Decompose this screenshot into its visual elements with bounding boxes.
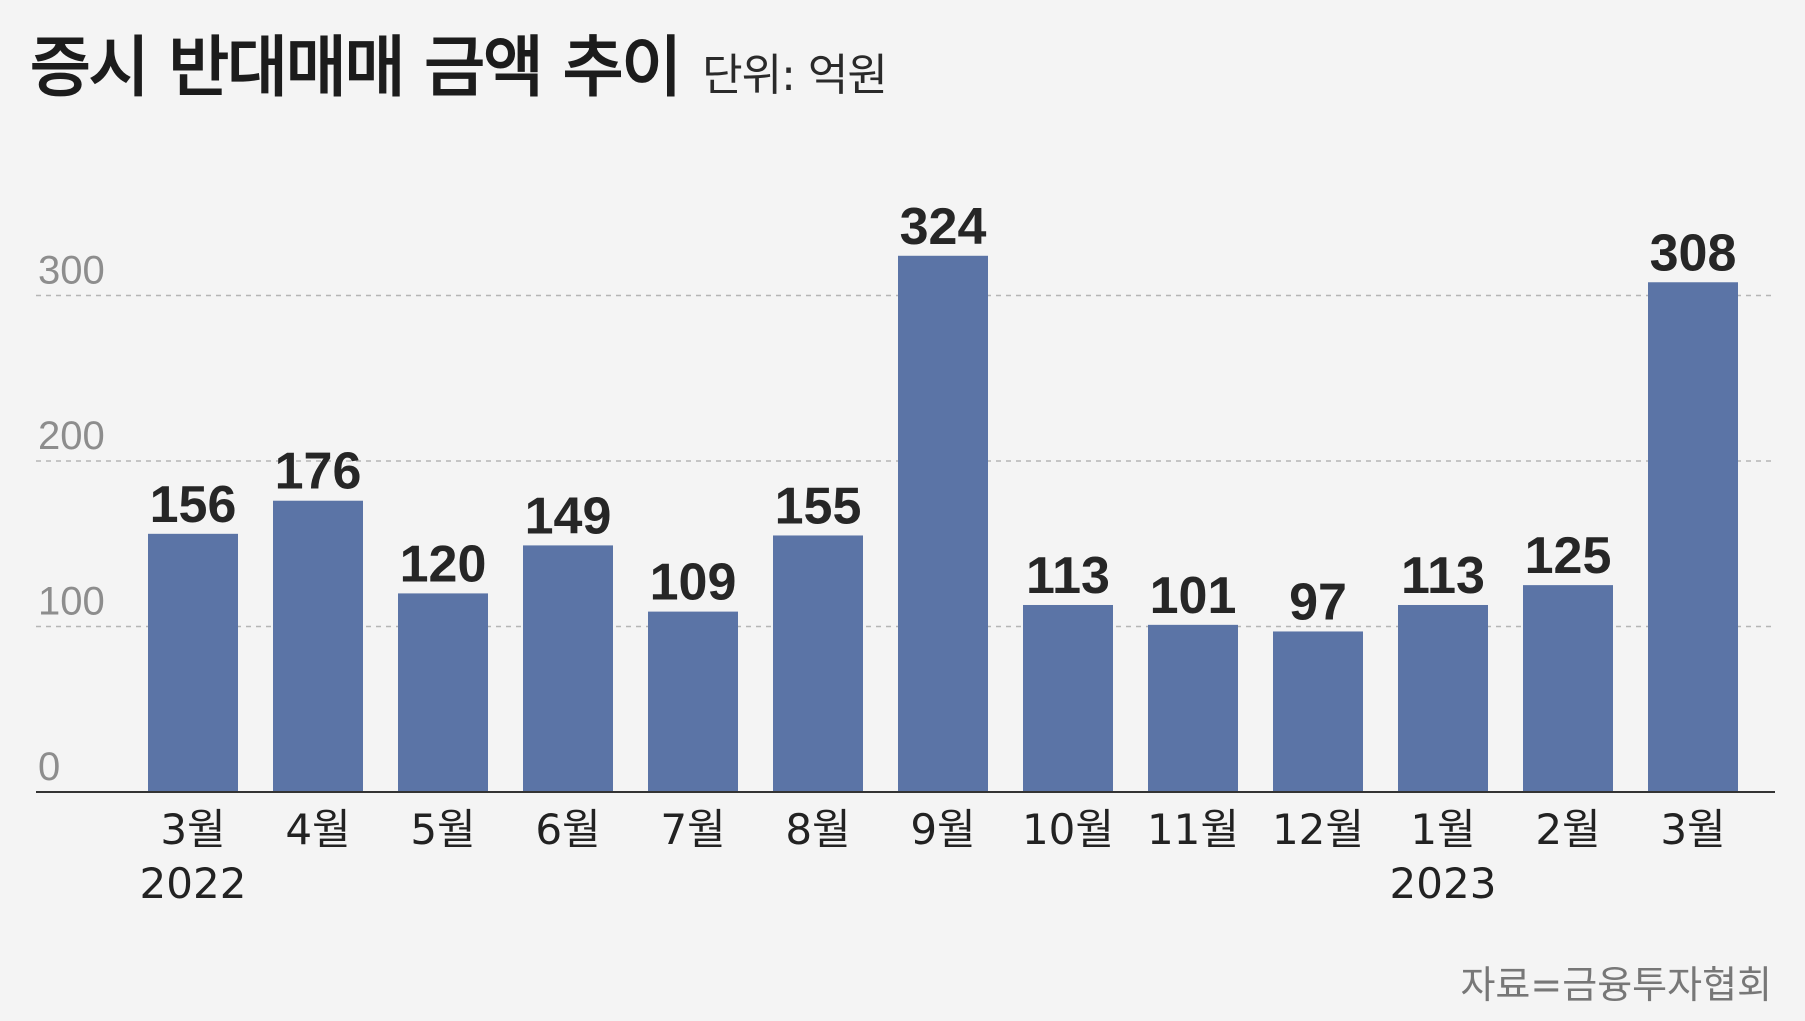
bar-5	[648, 611, 738, 792]
bar-4	[523, 545, 613, 792]
bar-10	[1273, 631, 1363, 792]
bar-12	[1523, 585, 1613, 792]
y-tick-label: 200	[38, 414, 105, 458]
bar-9	[1148, 624, 1238, 792]
value-label: 155	[775, 477, 862, 535]
x-tick-label: 12월	[1272, 805, 1364, 854]
bar-7	[898, 255, 988, 792]
bar-6	[773, 535, 863, 792]
x-tick-label: 2월	[1535, 805, 1600, 854]
bar-13	[1648, 282, 1738, 792]
value-label: 113	[1026, 547, 1110, 605]
value-label: 97	[1289, 573, 1347, 631]
x-tick-label: 10월	[1022, 805, 1114, 854]
value-label: 324	[900, 198, 987, 256]
value-label: 308	[1650, 224, 1737, 282]
year-label: 2023	[1390, 859, 1497, 908]
x-tick-label: 3월	[1660, 805, 1725, 854]
x-tick-label: 1월	[1410, 805, 1475, 854]
x-tick-label: 5월	[410, 805, 475, 854]
x-tick-label: 6월	[535, 805, 600, 854]
x-tick-label: 7월	[660, 805, 725, 854]
x-tick-label: 8월	[785, 805, 850, 854]
value-label: 120	[400, 535, 487, 593]
title-row: 증시 반대매매 금액 추이 단위: 억원	[30, 14, 888, 114]
value-label: 149	[525, 487, 612, 545]
bar-3	[398, 593, 488, 792]
x-tick-label: 11월	[1147, 805, 1239, 854]
labels: 0 100 200 300 156 3월 2022 176 4월 120 5월 149 6월 109 7월 1…	[38, 198, 1736, 908]
x-tick-label: 3월	[160, 805, 225, 854]
bar-1	[148, 533, 238, 792]
value-label: 113	[1401, 547, 1485, 605]
bars	[148, 255, 1738, 792]
value-label: 176	[275, 443, 362, 501]
source-label: 자료=금융투자협회	[1460, 963, 1772, 1007]
x-tick-label: 4월	[285, 805, 350, 854]
chart-title: 증시 반대매매 금액 추이	[30, 29, 682, 106]
unit-label: 단위: 억원	[702, 50, 888, 101]
x-tick-label: 9월	[910, 805, 975, 854]
bar-2	[273, 500, 363, 792]
y-tick-label: 0	[38, 745, 60, 789]
bar-8	[1023, 604, 1113, 792]
bar-11	[1398, 604, 1488, 792]
y-tick-label: 100	[38, 580, 105, 624]
y-tick-label: 300	[38, 249, 105, 293]
year-label: 2022	[140, 859, 247, 908]
value-label: 101	[1150, 567, 1237, 625]
value-label: 125	[1525, 527, 1612, 585]
value-label: 156	[150, 476, 237, 534]
value-label: 109	[650, 554, 737, 612]
